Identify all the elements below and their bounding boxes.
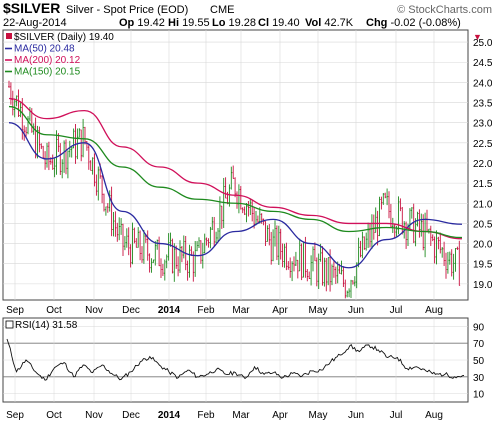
x-axis-price: Sep Oct Nov Dec 2014 Feb Mar Apr May Jun Jul Aug xyxy=(6,305,443,316)
rsi-tick-label: 70 xyxy=(473,339,485,350)
x-tick-label: Dec xyxy=(122,305,140,316)
watermark: © StockCharts.com xyxy=(397,4,492,16)
price-tick-label: 21.5 xyxy=(473,179,493,190)
rsi-series-line xyxy=(6,338,465,381)
x-tick-label: Oct xyxy=(46,305,62,316)
x-tick-label: 2014 xyxy=(158,305,181,316)
legend-swatch xyxy=(5,320,14,329)
x-tick-label: Jul xyxy=(390,305,403,316)
ma-line-ma50 xyxy=(8,122,463,269)
x-tick-label: Apr xyxy=(272,410,288,421)
rsi-grid xyxy=(3,318,468,402)
ohlc-high: Hi 19.55 xyxy=(168,17,210,29)
x-tick-label: Aug xyxy=(425,410,443,421)
x-tick-label: Apr xyxy=(272,305,288,316)
price-tick-label: 22.0 xyxy=(473,159,493,170)
rsi-tick-label: 10 xyxy=(473,390,485,401)
x-tick-label: Jul xyxy=(390,410,403,421)
down-arrow-icon: ▼ xyxy=(473,32,482,42)
x-tick-label: Sep xyxy=(6,410,24,421)
price-panel-frame xyxy=(2,29,469,301)
date-label: 22-Aug-2014 xyxy=(3,17,67,29)
x-tick-label: Nov xyxy=(85,410,103,421)
x-tick-label: Nov xyxy=(85,305,103,316)
x-tick-label: Feb xyxy=(197,410,215,421)
price-axis: 25.0 24.5 24.0 23.5 23.0 22.5 22.0 21.5 21.0 20.5… xyxy=(473,38,493,291)
rsi-tick-label: 50 xyxy=(473,356,485,367)
x-tick-label: Feb xyxy=(197,305,215,316)
legend-label: $SILVER (Daily) 19.40 xyxy=(14,32,114,43)
x-tick-label: Oct xyxy=(46,410,62,421)
price-panel: 25.0 24.5 24.0 23.5 23.0 22.5 22.0 21.5 21.0 20.5… xyxy=(2,29,493,301)
price-tick-label: 23.0 xyxy=(473,119,493,130)
legend-label: MA(200) 20.12 xyxy=(14,55,81,66)
exchange-label: CME xyxy=(210,4,234,16)
x-tick-label: Jun xyxy=(348,305,364,316)
legend-label: RSI(14) 31.58 xyxy=(15,320,78,331)
symbol-description: Silver - Spot Price (EOD) xyxy=(66,4,188,16)
price-tick-label: 19.0 xyxy=(473,280,493,291)
rsi-line xyxy=(6,338,465,381)
ohlc-change: Chg -0.02 (-0.08%) xyxy=(366,17,461,29)
x-tick-label: Jun xyxy=(348,410,364,421)
rsi-panel: 90 70 50 30 10 RSI(14) 31.58 xyxy=(2,317,485,403)
ohlc-close: Cl 19.40 xyxy=(258,17,300,29)
rsi-tick-label: 30 xyxy=(473,373,485,384)
moving-averages xyxy=(8,97,463,269)
rsi-legend: RSI(14) 31.58 xyxy=(5,320,78,331)
x-tick-label: May xyxy=(309,410,328,421)
ma-line-ma150 xyxy=(8,105,463,239)
price-tick-label: 24.5 xyxy=(473,58,493,69)
price-tick-label: 20.0 xyxy=(473,240,493,251)
price-tick-label: 23.5 xyxy=(473,99,493,110)
rsi-tick-label: 90 xyxy=(473,322,485,333)
price-grid xyxy=(3,30,468,300)
ohlc-low: Lo 19.28 xyxy=(212,17,256,29)
price-tick-label: 24.0 xyxy=(473,78,493,89)
x-tick-label: Dec xyxy=(122,410,140,421)
price-tick-label: 22.5 xyxy=(473,139,493,150)
ohlc-volume: Vol 42.7K xyxy=(305,17,354,29)
ohlc-open: Op 19.42 xyxy=(119,17,165,29)
rsi-axis: 90 70 50 30 10 xyxy=(473,322,485,400)
x-tick-label: 2014 xyxy=(158,410,181,421)
price-tick-label: 25.0 xyxy=(473,38,493,49)
price-bars xyxy=(8,80,461,299)
x-axis-rsi: Sep Oct Nov Dec 2014 Feb Mar Apr May Jun Jul Aug xyxy=(6,410,443,421)
legend-label: MA(150) 20.15 xyxy=(14,67,81,78)
x-tick-label: Mar xyxy=(232,305,250,316)
ma-line-ma200 xyxy=(8,97,463,240)
x-tick-label: May xyxy=(309,305,328,316)
symbol-title: $SILVER xyxy=(3,0,60,16)
price-tick-label: 20.5 xyxy=(473,219,493,230)
x-tick-label: Mar xyxy=(232,410,250,421)
ohlc-row: Op 19.42 Hi 19.55 Lo 19.28 Cl 19.40 Vol … xyxy=(119,17,461,29)
x-tick-label: Sep xyxy=(6,305,24,316)
x-tick-label: Aug xyxy=(425,305,443,316)
legend-label: MA(50) 20.48 xyxy=(14,44,75,55)
price-tick-label: 21.0 xyxy=(473,199,493,210)
legend-swatch xyxy=(6,33,12,39)
price-tick-label: 19.5 xyxy=(473,260,493,271)
